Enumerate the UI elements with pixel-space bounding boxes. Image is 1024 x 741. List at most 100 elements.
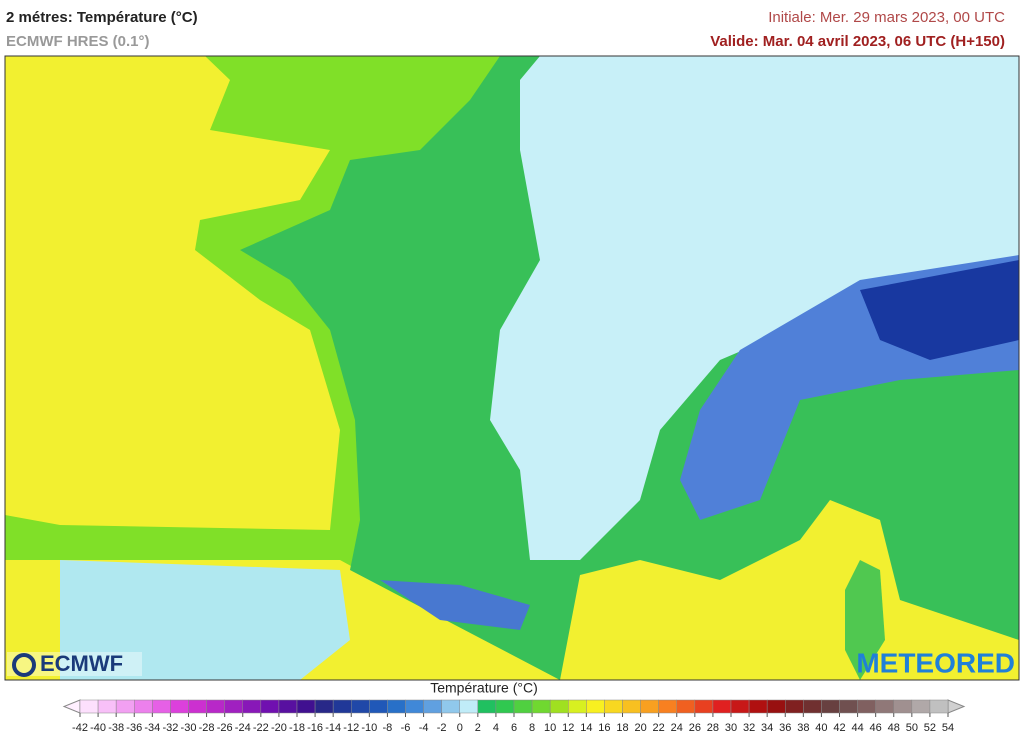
legend-tick-label: -2: [437, 722, 447, 734]
legend-tick-label: 2: [475, 722, 481, 734]
legend-swatch: [658, 699, 678, 714]
legend-tick-label: -4: [419, 722, 429, 734]
legend-tick-label: 16: [598, 722, 610, 734]
pyrenees: [380, 580, 530, 630]
legend-swatch: [188, 699, 207, 714]
legend-tick-label: 10: [544, 722, 556, 734]
legend-swatch: [785, 699, 804, 714]
model-name: ECMWF HRES (0.1°): [6, 33, 150, 50]
legend-tick-label: 20: [634, 722, 646, 734]
map-title: 2 métres: Température (°C): [6, 9, 198, 26]
legend-tick-label: 34: [761, 722, 773, 734]
legend-swatch: [115, 699, 135, 714]
legend-over: [947, 699, 966, 714]
legend-tick-label: -22: [253, 722, 269, 734]
legend-swatch: [929, 699, 949, 714]
legend-tick-label: 54: [942, 722, 954, 734]
legend-swatch: [278, 699, 298, 714]
legend-swatch: [296, 699, 316, 714]
legend-under: [62, 699, 81, 714]
legend-tick-label: 14: [580, 722, 592, 734]
legend-tick-label: 30: [725, 722, 737, 734]
corsica: [845, 560, 885, 680]
legend-swatch: [242, 699, 262, 714]
legend-swatch: [730, 699, 750, 714]
legend-swatch: [676, 699, 696, 714]
legend-swatch: [640, 699, 659, 714]
legend-tick-label: 12: [562, 722, 574, 734]
legend-swatch: [821, 699, 840, 714]
legend-swatch: [911, 699, 931, 714]
ecmwf-icon: [12, 653, 36, 677]
legend-swatch: [495, 699, 515, 714]
legend-swatch: [748, 699, 768, 714]
legend-tick-label: -14: [325, 722, 341, 734]
legend-swatch: [531, 699, 551, 714]
legend-tick-label: -24: [235, 722, 251, 734]
legend-swatch: [549, 699, 569, 714]
legend-swatch: [712, 699, 732, 714]
legend-tick-label: -28: [199, 722, 215, 734]
legend-tick-label: 40: [815, 722, 827, 734]
legend-tick-label: -40: [90, 722, 106, 734]
legend-tick-label: 50: [906, 722, 918, 734]
legend-tick-label: 0: [457, 722, 463, 734]
legend-tick-label: 28: [707, 722, 719, 734]
legend-tick-label: -32: [162, 722, 178, 734]
legend-swatch: [622, 699, 641, 714]
legend-swatch: [893, 699, 913, 714]
legend-swatch: [441, 699, 460, 714]
legend-tick-label: 52: [924, 722, 936, 734]
legend-swatch: [459, 699, 479, 714]
legend-swatch: [224, 699, 244, 714]
map: [4, 55, 1020, 681]
legend-tick-label: -36: [126, 722, 142, 734]
legend-swatch: [206, 699, 225, 714]
spain-cold: [60, 560, 350, 680]
legend-title: Température (°C): [430, 680, 538, 696]
legend-tick-label: -26: [217, 722, 233, 734]
legend-swatch: [369, 699, 388, 714]
legend-tick-label: 48: [888, 722, 900, 734]
legend-swatch: [604, 699, 623, 714]
legend-swatch: [423, 699, 442, 714]
legend-swatch: [875, 699, 895, 714]
legend-swatch: [79, 699, 99, 714]
legend-tick-label: 46: [870, 722, 882, 734]
legend-swatch: [170, 699, 189, 714]
legend-tick-label: -20: [271, 722, 287, 734]
legend-tick-label: -10: [361, 722, 377, 734]
valid-time: Valide: Mar. 04 avril 2023, 06 UTC (H+15…: [710, 33, 1005, 50]
mediterranean: [560, 500, 1019, 680]
legend-tick-label: 44: [851, 722, 863, 734]
legend-tick-label: 4: [493, 722, 499, 734]
map-frame: [4, 55, 1020, 681]
legend-swatch: [152, 699, 171, 714]
legend-swatch: [857, 699, 876, 714]
legend-swatch: [803, 699, 822, 714]
legend-tick-label: 6: [511, 722, 517, 734]
legend-swatch: [568, 699, 587, 714]
legend-tick-label: -18: [289, 722, 305, 734]
legend-tick-label: 38: [797, 722, 809, 734]
legend-swatch: [766, 699, 786, 714]
legend-swatch: [351, 699, 370, 714]
legend-swatch: [405, 699, 424, 714]
ecmwf-logo: ECMWF: [40, 651, 123, 676]
legend-tick-label: -8: [383, 722, 393, 734]
legend-tick-label: -12: [343, 722, 359, 734]
legend-tick-label: 18: [616, 722, 628, 734]
legend-tick-label: -42: [72, 722, 88, 734]
legend-tick-label: 26: [689, 722, 701, 734]
initial-time: Initiale: Mer. 29 mars 2023, 00 UTC: [768, 9, 1005, 26]
legend-swatch: [839, 699, 858, 714]
legend-swatch: [97, 699, 117, 714]
legend-tick-label: -38: [108, 722, 124, 734]
meteored-logo: METEORED: [856, 647, 1015, 678]
cold-area: [490, 56, 1019, 560]
legend-swatch: [513, 699, 533, 714]
legend-swatch: [694, 699, 714, 714]
legend-swatch: [387, 699, 406, 714]
